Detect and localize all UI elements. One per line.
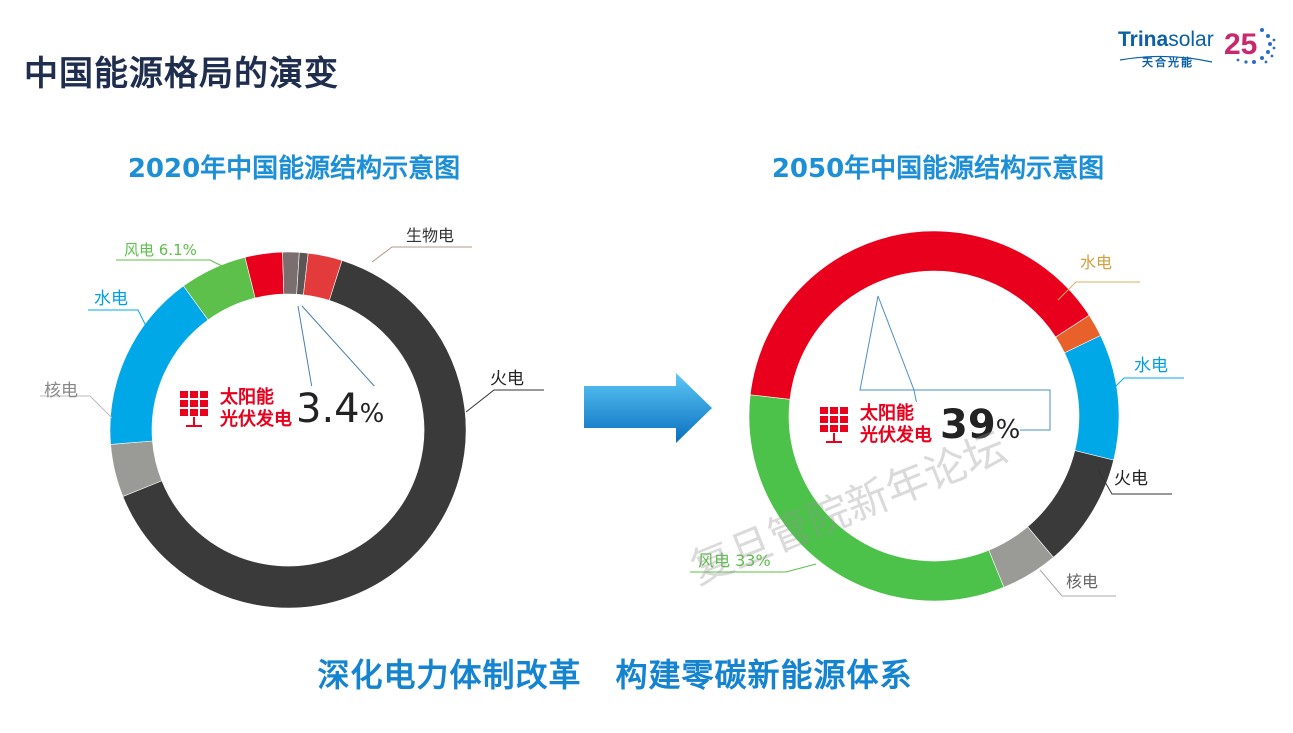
donut-slice: [1064, 335, 1120, 461]
label-2020-coal: 火电: [490, 369, 524, 389]
donut-2020: [109, 251, 467, 609]
label-2020-nuclear: 核电: [44, 381, 78, 401]
callout-2020-line2: 光伏发电: [220, 409, 292, 430]
trinasolar-logo: Trinasolar 天合光能 25: [1112, 14, 1282, 78]
donut-slice: [748, 394, 1005, 602]
callout-2050-line2: 光伏发电: [860, 425, 932, 446]
slogan-right: 构建零碳新能源体系: [615, 656, 913, 694]
solar-panel-icon: [180, 391, 208, 427]
donut-slice: [122, 260, 467, 609]
donut-slice: [183, 256, 256, 321]
label-2050-hydro-top: 水电: [1080, 253, 1112, 272]
bottom-slogan: 深化电力体制改革 构建零碳新能源体系: [0, 650, 1230, 696]
callout-2020-value: 3.4%: [296, 386, 385, 432]
label-2020-wind: 风电 6.1%: [124, 241, 197, 259]
anniversary-text: 25: [1224, 28, 1257, 61]
leader-lines-2050: [690, 281, 1184, 597]
logo-subtitle: 天合光能: [1142, 56, 1194, 69]
label-2050-hydro: 水电: [1134, 356, 1168, 376]
donut-slice: [749, 230, 1090, 400]
slogan-left: 深化电力体制改革: [317, 656, 582, 694]
label-2020-bio: 生物电: [406, 226, 454, 245]
callout-2020: 太阳能 光伏发电 3.4%: [176, 386, 385, 432]
anniversary-25-icon: 25: [1224, 28, 1276, 64]
label-2050-coal: 火电: [1114, 469, 1148, 489]
chart-2020-title: 2020年中国能源结构示意图: [127, 154, 461, 184]
logo-swoosh-icon: [1119, 55, 1213, 63]
donut-2050: [748, 230, 1120, 602]
label-2050-wind: 风电 33%: [698, 551, 771, 570]
chart-2050-title: 2050年中国能源结构示意图: [771, 154, 1105, 184]
donut-slice: [1027, 450, 1115, 558]
callout-2020-line1: 太阳能: [220, 387, 274, 408]
callout-2050: 太阳能 光伏发电 39%: [816, 402, 1021, 448]
slide-title: 中国能源格局的演变: [24, 54, 339, 94]
label-2050-nuclear: 核电: [1066, 572, 1098, 591]
transition-arrow-icon: [584, 373, 712, 443]
callout-2050-line1: 太阳能: [860, 403, 914, 424]
solar-panel-icon: [820, 407, 848, 443]
callout-2050-value: 39%: [940, 402, 1021, 448]
logo-wordmark: Trinasolar: [1118, 28, 1214, 51]
label-2020-hydro: 水电: [94, 289, 128, 309]
